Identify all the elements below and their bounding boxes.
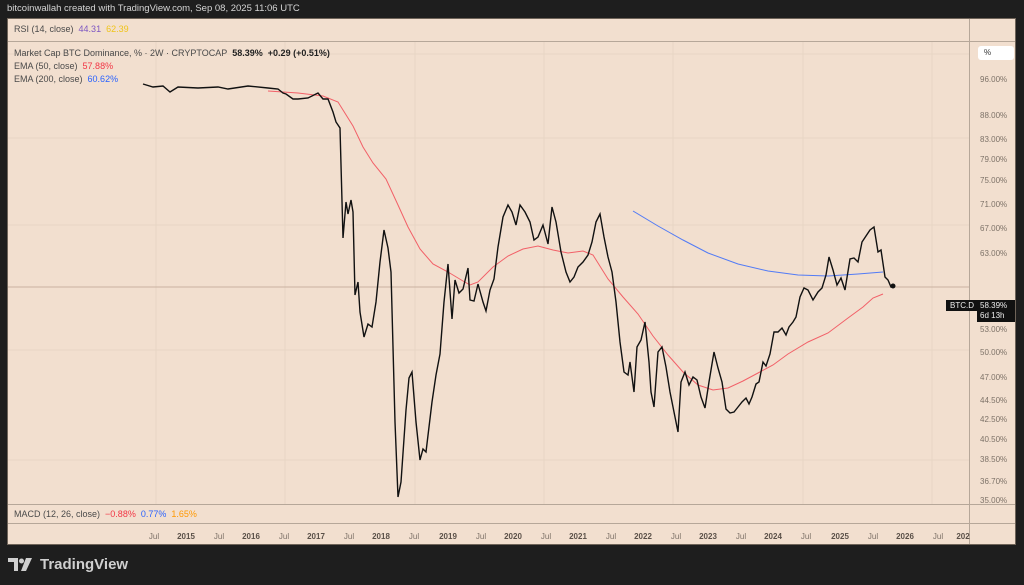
y-tick: 40.50% [980,435,1008,444]
ema200-value: 60.62% [87,74,119,84]
last-value: 58.39% [232,48,263,58]
x-tick: Jul [735,532,747,541]
tradingview-logo-icon [8,558,32,571]
symbol-legend[interactable]: Market Cap BTC Dominance, % · 2W · CRYPT… [14,48,330,58]
brand-name: TradingView [40,556,129,573]
ema200-label: EMA (200, close) [14,74,83,84]
rsi-ma-value: 62.39 [106,24,129,34]
y-tick: 63.00% [980,249,1008,258]
x-tick: 2020 [504,532,522,541]
change-value: +0.29 (+0.51%) [267,48,330,58]
y-tick: 83.00% [980,135,1008,144]
percent-scale-button[interactable]: % [978,46,1014,60]
macd-legend: MACD (12, 26, close) −0.88% 0.77% 1.65% [14,509,197,519]
ema50-line [267,90,884,391]
ema50-legend[interactable]: EMA (50, close) 57.88% [14,61,113,71]
x-tick: Jul [148,532,160,541]
x-tick: 2016 [242,532,260,541]
x-tick: 2017 [307,532,325,541]
rsi-legend: RSI (14, close) 44.31 62.39 [14,24,129,34]
macd-signal-value: 1.65% [171,509,197,519]
y-tick: 44.50% [980,396,1008,405]
last-price-dot [890,283,896,289]
x-tick: 2015 [177,532,195,541]
x-tick: Jul [867,532,879,541]
y-tick: 42.50% [980,415,1008,424]
x-tick: 2022 [634,532,652,541]
y-tick: 36.70% [980,477,1008,486]
y-tick: 71.00% [980,200,1008,209]
x-tick: Jul [605,532,617,541]
y-tick: 96.00% [980,75,1008,84]
x-tick: Jul [475,532,487,541]
y-tick: 79.00% [980,155,1008,164]
y-tick: 38.50% [980,455,1008,464]
price-badge: 58.39% 6d 13h [977,300,1015,322]
y-tick: 75.00% [980,176,1008,185]
tradingview-logo[interactable]: TradingView [8,556,128,573]
x-tick: Jul [932,532,944,541]
btc-dominance-line [142,83,895,498]
chart-caption: bitcoinwallah created with TradingView.c… [7,3,300,14]
symbol-title: Market Cap BTC Dominance, % · 2W · CRYPT… [14,48,228,58]
y-tick: 88.00% [980,111,1008,120]
x-tick: Jul [213,532,225,541]
ema200-legend[interactable]: EMA (200, close) 60.62% [14,74,118,84]
x-tick: 2024 [764,532,782,541]
ema50-value: 57.88% [82,61,114,71]
y-tick: 47.00% [980,373,1008,382]
price-badge-value: 58.39% [980,301,1008,310]
price-badge-symbol: BTC.D [946,300,978,311]
rsi-value: 44.31 [78,24,102,34]
macd-label: MACD (12, 26, close) [14,509,101,519]
x-tick: 2018 [372,532,390,541]
price-axis-divider[interactable] [969,19,970,544]
y-tick: 67.00% [980,224,1008,233]
x-tick: 2023 [699,532,717,541]
bar-countdown: 6d 13h [980,311,1005,320]
ema200-line [632,210,884,277]
x-tick: Jul [800,532,812,541]
macd-hist-value: −0.88% [105,509,136,519]
x-tick: Jul [343,532,355,541]
price-chart-svg [8,42,969,504]
macd-pane[interactable]: MACD (12, 26, close) −0.88% 0.77% 1.65% [8,504,1015,524]
x-tick: Jul [408,532,420,541]
x-tick: Jul [278,532,290,541]
main-price-pane[interactable]: Market Cap BTC Dominance, % · 2W · CRYPT… [8,42,1015,504]
x-tick: 2025 [831,532,849,541]
x-tick: 2026 [896,532,914,541]
ema50-label: EMA (50, close) [14,61,78,71]
y-tick: 35.00% [980,496,1008,505]
x-tick: Jul [540,532,552,541]
rsi-pane[interactable]: RSI (14, close) 44.31 62.39 [8,19,1015,42]
x-tick: Jul [670,532,682,541]
rsi-label: RSI (14, close) [14,24,74,34]
x-tick: 2021 [569,532,587,541]
x-tick: 202 [956,532,970,541]
chart-frame: RSI (14, close) 44.31 62.39 Market Cap B… [7,18,1016,545]
macd-value: 0.77% [140,509,167,519]
x-tick: 2019 [439,532,457,541]
y-tick: 53.00% [980,325,1008,334]
y-tick: 50.00% [980,348,1008,357]
